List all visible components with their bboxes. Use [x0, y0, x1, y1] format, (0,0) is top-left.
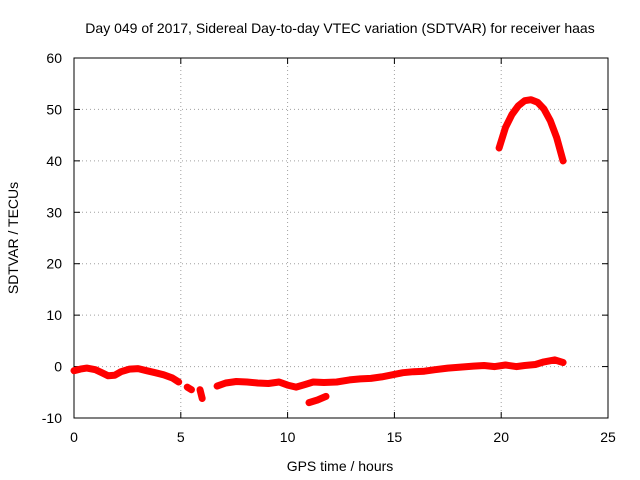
x-tick-label: 15 [387, 429, 403, 445]
y-tick-label: 10 [46, 307, 62, 323]
y-tick-label: 20 [46, 256, 62, 272]
main-trace-1 [70, 364, 183, 386]
y-axis-label: SDTVAR / TECUs [5, 182, 21, 294]
y-tick-labels: -10 0 10 20 30 40 50 60 [42, 50, 62, 426]
y-tick-label: 60 [46, 50, 62, 66]
y-tick-label: 30 [46, 204, 62, 220]
y-tick-label: -10 [42, 410, 62, 426]
x-tick-label: 20 [493, 429, 509, 445]
x-axis-label: GPS time / hours [287, 458, 394, 474]
y-tick-label: 40 [46, 153, 62, 169]
dip-segment [305, 392, 330, 407]
x-tick-label: 5 [177, 429, 185, 445]
sdtvar-series [70, 96, 567, 407]
x-tick-label: 0 [70, 429, 78, 445]
gap-blob-1 [183, 383, 195, 394]
plot-frame [73, 57, 609, 419]
main-trace-2 [213, 356, 567, 391]
x-tick-labels: 0 5 10 15 20 25 [70, 429, 616, 445]
axis-ticks [73, 57, 609, 419]
x-tick-label: 10 [280, 429, 296, 445]
arc-segment [495, 96, 567, 165]
y-tick-label: 50 [46, 101, 62, 117]
x-tick-label: 25 [600, 429, 616, 445]
y-tick-label: 0 [54, 359, 62, 375]
chart-title: Day 049 of 2017, Sidereal Day-to-day VTE… [85, 20, 594, 36]
gap-blob-2 [196, 386, 206, 402]
